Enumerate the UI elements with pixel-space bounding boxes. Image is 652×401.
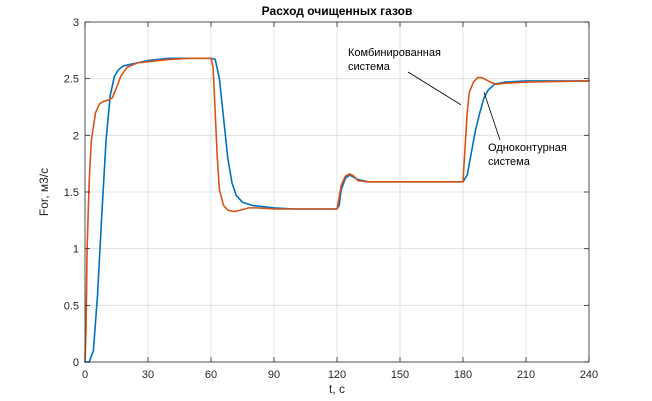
chart-title: Расход очищенных газов [262, 4, 413, 18]
x-tick-label: 210 [517, 369, 535, 381]
x-axis-label: t, c [329, 382, 345, 396]
series-layer [84, 57, 590, 363]
y-tick-label: 1.5 [64, 187, 79, 199]
grid [85, 22, 589, 362]
y-tick-label: 3 [73, 17, 79, 29]
annotation-combined-label: Комбинированная система [348, 47, 441, 73]
ticks: 0 30 60 90 120 150 180 210 240 0 0.5 1 1.5 2 2.5 3 [64, 17, 598, 381]
y-tick-label: 0 [73, 357, 79, 369]
y-tick-label: 2.5 [64, 74, 79, 86]
series-line-single-loop [84, 57, 590, 363]
x-tick-label: 60 [205, 369, 217, 381]
x-tick-label: 240 [580, 369, 598, 381]
x-tick-label: 90 [268, 369, 280, 381]
x-tick-label: 180 [454, 369, 472, 381]
annotation-line: система [348, 61, 391, 73]
y-tick-label: 2 [73, 130, 79, 142]
y-tick-label: 1 [73, 244, 79, 256]
annotation-combined-pointer [407, 71, 462, 106]
x-tick-label: 0 [82, 369, 88, 381]
annotation-line: система [488, 156, 531, 168]
annotation-single-loop-label: Одноконтурная система [488, 142, 567, 168]
y-tick-label: 0.5 [64, 300, 79, 312]
annotation-line: Комбинированная [348, 47, 441, 59]
x-tick-label: 120 [328, 369, 346, 381]
x-tick-label: 30 [142, 369, 154, 381]
y-axis-label: For, м3/с [37, 168, 51, 216]
annotation-line: Одноконтурная [488, 142, 567, 154]
annotation-layer: Комбинированная система Одноконтурная систе… [348, 47, 567, 168]
annotation-single-loop-pointer [483, 92, 501, 141]
x-tick-label: 150 [391, 369, 409, 381]
series-line-combined [84, 57, 590, 363]
